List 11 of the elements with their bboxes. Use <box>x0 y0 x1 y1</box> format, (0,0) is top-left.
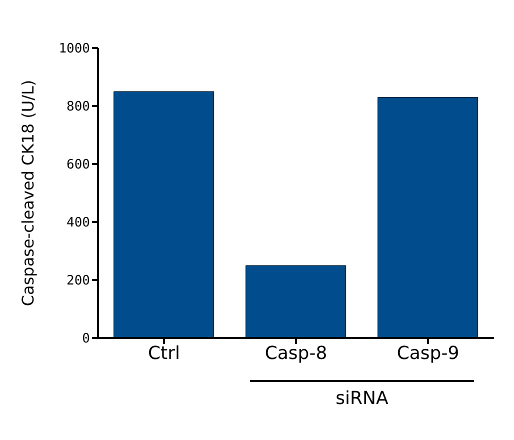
x-tick-label: Casp-8 <box>264 342 328 364</box>
y-tick-label: 800 <box>66 100 90 115</box>
y-tick-label: 0 <box>82 332 90 347</box>
text: siRNA <box>334 388 390 409</box>
x-tick-label: Casp-9 <box>396 342 460 364</box>
y-tick-label: 600 <box>66 158 90 173</box>
x-tick-label: Ctrl <box>148 342 180 364</box>
y-axis-title: Caspase-cleaved CK18 (U/L) <box>18 80 38 306</box>
y-tick-label: 200 <box>66 274 90 289</box>
y-tick-label: 1000 <box>58 42 90 57</box>
y-tick-label: 400 <box>66 216 90 231</box>
